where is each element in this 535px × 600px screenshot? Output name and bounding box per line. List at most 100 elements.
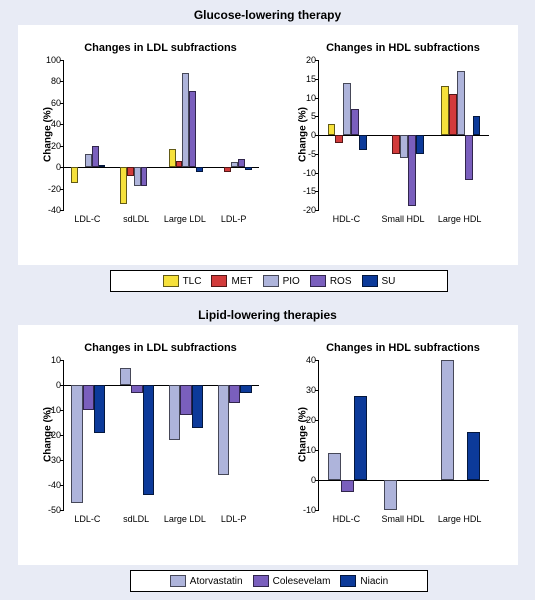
bar: [245, 167, 252, 170]
tick-label: -10: [286, 505, 319, 515]
bar: [189, 91, 196, 167]
section-title-top: Glucose-lowering therapy: [0, 8, 535, 22]
tick-label: 0: [286, 475, 319, 485]
plot-area: -40-20020406080100: [63, 60, 259, 210]
legend-item: SU: [362, 275, 396, 287]
bar: [449, 94, 457, 135]
panel-bottom: Changes in LDL subfractions -50-40-30-20-…: [18, 325, 518, 565]
category-label: LDL-C: [74, 214, 100, 224]
legend-swatch: [211, 275, 227, 287]
legend-label: PIO: [283, 276, 300, 287]
bar: [441, 86, 449, 135]
legend-swatch: [163, 275, 179, 287]
legend-label: TLC: [183, 276, 202, 287]
category-label: Large HDL: [438, 514, 482, 524]
bar: [141, 167, 148, 186]
category-label: Large LDL: [164, 514, 206, 524]
bar: [408, 135, 416, 206]
plot-area: -50-40-30-20-10010: [63, 360, 259, 510]
bar: [359, 135, 367, 150]
category-label: sdLDL: [123, 514, 149, 524]
legend-item: Niacin: [340, 575, 388, 587]
bar: [351, 109, 359, 135]
category-label: HDL-C: [333, 214, 361, 224]
chart-top_left: Changes in LDL subfractions-40-200204060…: [63, 60, 258, 250]
panel-top: Changes in LDL subfractions -40-200204060…: [18, 25, 518, 265]
bar: [218, 385, 229, 475]
bar: [465, 135, 473, 180]
bar: [83, 385, 94, 410]
legend-top: TLCMETPIOROSSU: [110, 270, 448, 292]
bar: [416, 135, 424, 154]
legend-item: PIO: [263, 275, 300, 287]
bar: [196, 167, 203, 172]
bar: [131, 385, 142, 393]
bar: [384, 480, 397, 510]
legend-item: Colesevelam: [253, 575, 331, 587]
category-label: Large LDL: [164, 214, 206, 224]
legend-label: Niacin: [360, 576, 388, 587]
category-label: Large HDL: [438, 214, 482, 224]
bar: [182, 73, 189, 167]
chart-bottom_left: Changes in LDL subfractions-50-40-30-20-…: [63, 360, 258, 550]
legend-swatch: [253, 575, 269, 587]
bar: [343, 83, 351, 136]
legend-swatch: [263, 275, 279, 287]
bar: [85, 154, 92, 167]
bar: [238, 159, 245, 168]
bar: [180, 385, 191, 415]
category-label: LDL-C: [74, 514, 100, 524]
legend-item: ROS: [310, 275, 352, 287]
bar: [143, 385, 154, 495]
tick-label: -20: [286, 205, 319, 215]
plot-area: -20-15-10-505101520: [318, 60, 489, 210]
legend-item: TLC: [163, 275, 202, 287]
bar: [467, 432, 480, 480]
legend-item: Atorvastatin: [170, 575, 243, 587]
chart-title: Changes in LDL subfractions: [63, 42, 258, 54]
bar: [341, 480, 354, 492]
y-axis-label: Change (%): [298, 400, 309, 470]
bar: [92, 146, 99, 167]
bar: [169, 385, 180, 440]
legend-swatch: [170, 575, 186, 587]
legend-swatch: [362, 275, 378, 287]
category-label: LDL-P: [221, 514, 247, 524]
legend-label: SU: [382, 276, 396, 287]
tick-label: 30: [286, 385, 319, 395]
bar: [120, 368, 131, 386]
bar: [473, 116, 481, 135]
section-title-bottom: Lipid-lowering therapies: [0, 308, 535, 322]
category-label: HDL-C: [333, 514, 361, 524]
bar: [457, 71, 465, 135]
y-axis-label: Change (%): [43, 100, 54, 170]
bar: [392, 135, 400, 154]
tick-label: 100: [31, 55, 64, 65]
bar: [229, 385, 240, 403]
tick-label: 40: [286, 355, 319, 365]
bar: [328, 124, 336, 135]
chart-title: Changes in HDL subfractions: [318, 42, 488, 54]
bar: [127, 167, 134, 176]
tick-label: -20: [31, 184, 64, 194]
bar: [99, 165, 106, 167]
bar: [240, 385, 251, 393]
bar: [134, 167, 141, 186]
chart-title: Changes in LDL subfractions: [63, 342, 258, 354]
tick-label: 80: [31, 76, 64, 86]
y-axis-label: Change (%): [298, 100, 309, 170]
tick-label: 20: [286, 55, 319, 65]
bar: [328, 453, 341, 480]
chart-title: Changes in HDL subfractions: [318, 342, 488, 354]
bar: [169, 149, 176, 167]
bar: [354, 396, 367, 480]
bar: [176, 161, 183, 167]
y-axis-label: Change (%): [43, 400, 54, 470]
bar: [192, 385, 203, 428]
bar: [400, 135, 408, 158]
tick-label: 0: [31, 380, 64, 390]
legend-label: Atorvastatin: [190, 576, 243, 587]
chart-top_right: Changes in HDL subfractions-20-15-10-505…: [318, 60, 488, 250]
bar: [94, 385, 105, 433]
chart-bottom_right: Changes in HDL subfractions-10010203040C…: [318, 360, 488, 550]
